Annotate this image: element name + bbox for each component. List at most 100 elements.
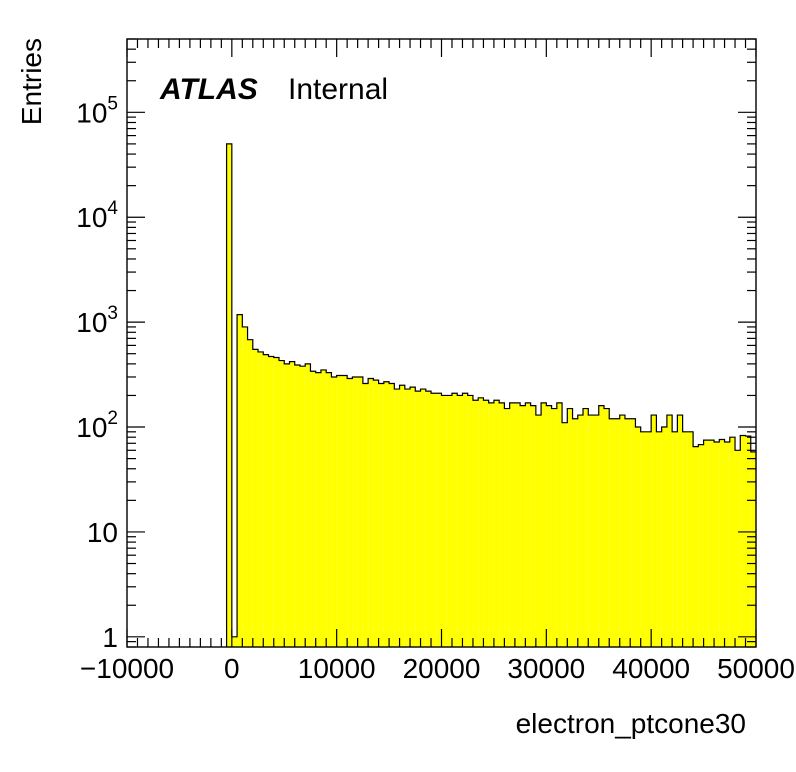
histogram-bin xyxy=(541,402,547,647)
histogram-bin xyxy=(504,408,510,647)
histogram-bin xyxy=(252,349,259,647)
histogram-bin xyxy=(556,402,563,647)
histogram-bin xyxy=(467,395,473,647)
histogram-bin xyxy=(535,415,542,647)
histogram-bin xyxy=(389,383,395,647)
histogram-bin xyxy=(247,339,253,647)
histogram-bin xyxy=(320,369,327,647)
histogram-bin xyxy=(677,415,683,647)
y-axis-title: Entries xyxy=(16,38,47,125)
histogram-bin xyxy=(698,444,704,647)
histogram-bin xyxy=(672,431,678,647)
histogram-bin xyxy=(598,405,604,647)
histogram-bin xyxy=(279,360,285,647)
histogram-bin xyxy=(514,402,521,647)
histogram-bin xyxy=(750,451,756,647)
histogram-bin xyxy=(509,402,515,647)
histogram-bin xyxy=(451,393,458,647)
y-tick-label: 105 xyxy=(76,93,118,128)
histogram-bin xyxy=(609,418,615,647)
histogram-bin xyxy=(299,366,306,647)
histogram-bin xyxy=(493,400,500,647)
histogram-bin xyxy=(394,389,400,647)
histogram-bin xyxy=(619,415,625,647)
histogram-bin xyxy=(399,385,405,647)
x-tick-label: 20000 xyxy=(403,653,481,684)
histogram-bin xyxy=(226,143,232,647)
histogram-bin xyxy=(441,395,447,647)
histogram-bin xyxy=(661,427,667,647)
histogram-bin xyxy=(336,375,342,647)
histogram-outline xyxy=(225,143,756,647)
atlas-label: ATLAS xyxy=(159,73,258,106)
histogram-bin xyxy=(436,393,442,647)
internal-label: Internal xyxy=(288,73,388,106)
histogram-bin xyxy=(724,442,730,647)
histogram-bin xyxy=(735,450,741,647)
histogram-bin xyxy=(362,383,369,647)
histogram-bin xyxy=(331,376,337,647)
histogram-bin xyxy=(666,415,673,647)
histogram-bin xyxy=(714,442,720,647)
histogram-bin xyxy=(357,376,363,647)
histogram-bin xyxy=(703,440,709,647)
histogram-bin xyxy=(630,418,636,647)
histogram-bin xyxy=(341,375,348,647)
histogram-bin xyxy=(708,440,715,647)
histogram-bin xyxy=(530,405,536,647)
x-tick-label: 40000 xyxy=(612,653,690,684)
x-tick-label: −10000 xyxy=(80,653,174,684)
histogram-bin xyxy=(577,415,584,647)
histogram-bin xyxy=(242,326,248,647)
histogram-bars xyxy=(225,143,756,647)
histogram-bin xyxy=(383,381,390,647)
histogram-bin xyxy=(546,405,552,647)
histogram-bin xyxy=(635,427,641,647)
histogram-bin xyxy=(520,405,526,647)
y-tick-label: 10 xyxy=(87,517,118,548)
histogram-bin xyxy=(624,418,631,647)
histogram-bin xyxy=(258,351,264,647)
histogram-bin xyxy=(305,363,311,647)
x-tick-label: 10000 xyxy=(298,653,376,684)
tick-labels: −10000 0 10000 20000 30000 40000 50000 1 10 102 10… xyxy=(76,93,795,684)
histogram-bin xyxy=(525,402,531,647)
histogram-bin xyxy=(263,354,269,647)
histogram-bin xyxy=(347,378,353,647)
histogram-bin xyxy=(682,431,688,647)
histogram-bin xyxy=(478,397,484,647)
histogram-bin xyxy=(231,636,238,647)
histogram-bin xyxy=(326,372,332,647)
histogram-bin xyxy=(588,415,594,647)
histogram-bin xyxy=(310,371,316,647)
axis-ticks xyxy=(126,38,757,648)
histogram-bin xyxy=(431,393,437,647)
histogram-bin xyxy=(373,380,379,647)
histogram-bin xyxy=(551,408,557,647)
histogram-bin xyxy=(289,361,295,647)
y-tick-label: 1 xyxy=(102,622,118,653)
histogram-bin xyxy=(410,387,416,647)
y-tick-label: 103 xyxy=(76,303,118,338)
histogram-bin xyxy=(446,395,452,647)
x-axis-title: electron_ptcone30 xyxy=(516,708,746,739)
histogram-bin xyxy=(740,435,746,647)
histogram-bin xyxy=(457,395,463,647)
histogram-bin xyxy=(425,391,432,647)
histogram-bin xyxy=(645,431,652,647)
histogram-bin xyxy=(656,431,662,647)
histogram-bin xyxy=(368,378,374,647)
histogram-bin xyxy=(687,431,694,647)
histogram-bin xyxy=(488,402,494,647)
histogram-bin xyxy=(640,431,646,647)
histogram-bin xyxy=(603,408,610,647)
y-tick-label: 104 xyxy=(76,198,118,233)
histogram-bin xyxy=(583,408,589,647)
histogram-bin xyxy=(651,415,657,647)
y-tick-label: 102 xyxy=(76,408,118,443)
x-tick-label: 50000 xyxy=(717,653,795,684)
histogram-bin xyxy=(729,437,736,647)
histogram-bin xyxy=(593,415,599,647)
histogram-bin xyxy=(420,389,426,647)
histogram-bin xyxy=(483,400,489,647)
